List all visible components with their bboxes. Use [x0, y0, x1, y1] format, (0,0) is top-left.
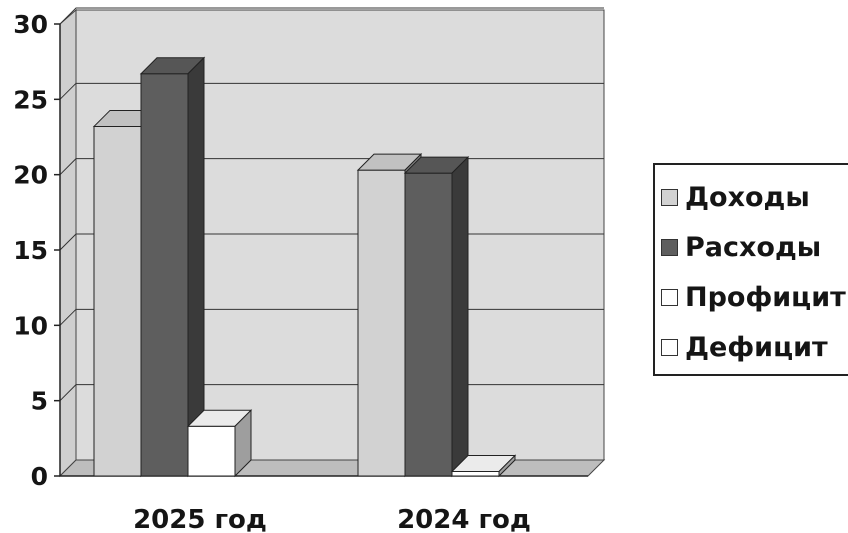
- bar-side: [234, 409, 252, 478]
- legend-label: Доходы: [685, 181, 810, 213]
- x-axis-labels: 2025 год 2024 год: [133, 505, 531, 533]
- y-tick-label: 25: [13, 85, 48, 114]
- bar-3-2: [450, 454, 517, 478]
- bar-2-1: [139, 56, 206, 478]
- bar-side: [498, 454, 516, 478]
- bar-series: [92, 56, 517, 478]
- x-tick-label: 2025 год: [133, 505, 267, 533]
- bar-side: [451, 155, 469, 478]
- legend: Доходы Расходы Профицит Дефицит: [653, 163, 848, 376]
- bar-2-2: [403, 155, 470, 478]
- legend-item-dohody: Доходы: [661, 177, 810, 217]
- legend-swatch: [661, 188, 678, 206]
- y-axis: 0 5 10 15 20 25 30: [13, 10, 588, 491]
- gridline: [59, 7, 604, 25]
- legend-item-rashody: Расходы: [661, 227, 821, 267]
- legend-label: Профицит: [685, 281, 846, 313]
- side-wall: [59, 8, 77, 478]
- legend-item-deficit: Дефицит: [661, 327, 828, 367]
- bar-front: [187, 425, 236, 477]
- x-tick-label: 2024 год: [397, 505, 531, 533]
- y-tick-label: 15: [13, 236, 48, 265]
- gridline: [59, 82, 604, 100]
- bar-front: [451, 470, 500, 477]
- legend-swatch: [661, 238, 678, 256]
- bar-3-1: [186, 409, 253, 478]
- legend-swatch: [661, 338, 678, 356]
- legend-label: Расходы: [685, 231, 822, 263]
- y-tick-label: 30: [13, 10, 48, 39]
- legend-label: Дефицит: [685, 331, 828, 363]
- bar-front: [404, 172, 453, 477]
- bar-front: [357, 169, 406, 477]
- bar-front: [140, 73, 189, 477]
- y-tick-label: 10: [13, 311, 48, 340]
- y-tick-label: 20: [13, 161, 48, 190]
- y-tick-label: 5: [31, 387, 48, 416]
- bar-front: [93, 125, 142, 477]
- legend-item-proficit: Профицит: [661, 277, 846, 317]
- y-tick-label: 0: [31, 462, 48, 491]
- legend-swatch: [661, 288, 678, 306]
